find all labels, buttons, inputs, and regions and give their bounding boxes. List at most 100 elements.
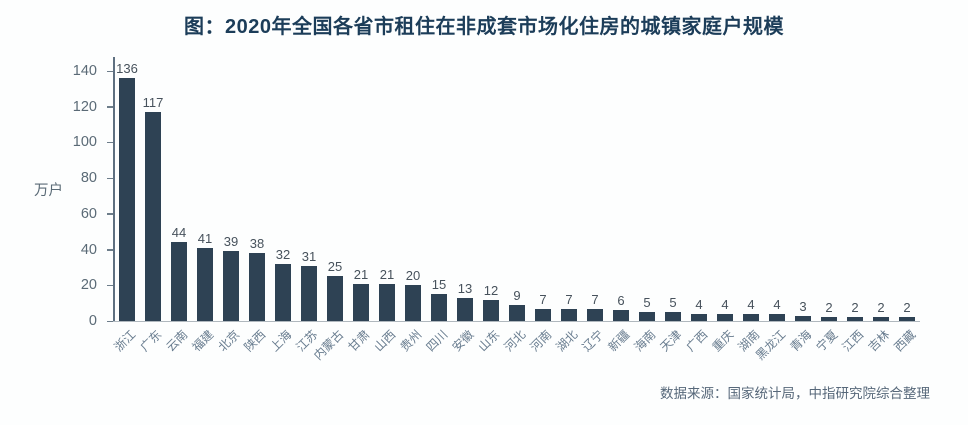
bar-value-label: 2 bbox=[825, 300, 833, 316]
y-tick-mark bbox=[107, 284, 113, 287]
bar-value-label: 5 bbox=[643, 295, 651, 311]
y-tick-label: 80 bbox=[80, 170, 97, 187]
bar bbox=[743, 313, 759, 321]
bar-group: 7 湖北 bbox=[553, 291, 582, 355]
bar bbox=[873, 317, 889, 321]
bar-value-label: 13 bbox=[457, 280, 473, 296]
bar-value-label: 32 bbox=[275, 246, 291, 262]
bar-group: 2 吉林 bbox=[865, 300, 894, 354]
y-tick-label: 20 bbox=[80, 277, 97, 294]
bar-value-label: 21 bbox=[379, 266, 395, 282]
bar bbox=[613, 310, 629, 321]
bar-group: 117 广东 bbox=[137, 95, 166, 354]
x-axis-label: 宁夏 bbox=[813, 327, 841, 355]
bar bbox=[587, 308, 603, 321]
bar-group: 12 山东 bbox=[475, 283, 504, 355]
bar-value-label: 4 bbox=[695, 296, 703, 312]
bar bbox=[223, 251, 239, 321]
y-axis-unit-label: 万户 bbox=[34, 183, 63, 199]
bar-group: 9 河北 bbox=[501, 287, 530, 354]
bar-value-label: 4 bbox=[747, 296, 755, 312]
x-axis-label: 山西 bbox=[371, 327, 399, 355]
y-tick-label: 100 bbox=[72, 134, 97, 151]
x-axis-label: 天津 bbox=[657, 327, 685, 355]
bar bbox=[327, 276, 343, 321]
bar-group: 5 天津 bbox=[657, 295, 686, 354]
bar-group: 6 新疆 bbox=[605, 293, 634, 354]
bar-value-label: 21 bbox=[353, 266, 369, 282]
bar-value-label: 3 bbox=[799, 298, 807, 314]
bar-value-label: 41 bbox=[197, 230, 213, 246]
y-tick-label: 40 bbox=[80, 241, 97, 258]
bar-value-label: 117 bbox=[142, 95, 164, 111]
bar-group: 4 黑龙江 bbox=[753, 296, 790, 363]
bar bbox=[405, 285, 421, 321]
x-axis-label: 贵州 bbox=[397, 327, 425, 355]
bar bbox=[665, 312, 681, 321]
bar-value-label: 136 bbox=[116, 61, 138, 77]
bar bbox=[639, 312, 655, 321]
x-axis-label: 上海 bbox=[267, 327, 295, 355]
bar-value-label: 7 bbox=[565, 291, 573, 307]
y-tick-mark bbox=[107, 320, 113, 322]
x-axis-label: 河北 bbox=[501, 327, 529, 355]
bar-group: 2 江西 bbox=[839, 300, 868, 354]
bar-value-label: 2 bbox=[903, 300, 911, 316]
bar bbox=[899, 317, 915, 321]
bar bbox=[119, 78, 135, 321]
y-tick-label: 60 bbox=[80, 205, 97, 222]
y-tick-mark bbox=[107, 249, 113, 251]
y-tick-label: 140 bbox=[72, 63, 97, 79]
x-axis-label: 广西 bbox=[683, 327, 711, 355]
bar-value-label: 25 bbox=[327, 259, 343, 275]
bar bbox=[171, 242, 187, 321]
x-axis-label: 北京 bbox=[215, 327, 243, 355]
bar-value-label: 7 bbox=[591, 291, 599, 307]
bar bbox=[145, 112, 161, 321]
bar-value-label: 4 bbox=[773, 296, 781, 312]
x-axis-label: 河南 bbox=[527, 327, 555, 355]
x-axis-label: 海南 bbox=[631, 327, 659, 355]
bar bbox=[795, 315, 811, 321]
bar-group: 7 辽宁 bbox=[579, 291, 608, 355]
y-tick-mark bbox=[107, 141, 113, 144]
bar-group: 38 陕西 bbox=[241, 236, 270, 354]
bar-group: 31 江苏 bbox=[293, 248, 322, 355]
bar-group: 5 海南 bbox=[631, 295, 660, 354]
plot-area: 136 浙江 117 广东 44 云南 41 福建 39 北京 38 陕西 32 上海 31 江苏 25 内蒙古 2… bbox=[111, 57, 920, 363]
bar bbox=[379, 283, 395, 321]
bar bbox=[509, 304, 525, 321]
bar-value-label: 20 bbox=[405, 268, 421, 284]
bar bbox=[717, 313, 733, 321]
bar-group: 15 四川 bbox=[423, 277, 452, 354]
bar-group: 20 贵州 bbox=[397, 268, 426, 354]
bar bbox=[197, 247, 213, 321]
y-tick-mark bbox=[107, 213, 113, 215]
x-axis-label: 青海 bbox=[787, 327, 815, 355]
bar-group: 136 浙江 bbox=[111, 61, 140, 354]
chart-title: 图：2020年全国各省市租住在非成套市场化住房的城镇家庭户规模 bbox=[184, 16, 784, 38]
bar bbox=[301, 265, 317, 321]
bar bbox=[483, 299, 499, 321]
bar-group: 4 湖南 bbox=[735, 296, 764, 354]
x-axis-label: 浙江 bbox=[111, 327, 139, 355]
bar-group: 2 西藏 bbox=[891, 300, 920, 354]
bar-group: 7 河南 bbox=[527, 292, 556, 355]
bar-value-label: 6 bbox=[617, 293, 625, 309]
bar bbox=[847, 317, 863, 321]
x-axis-label: 四川 bbox=[423, 327, 451, 355]
x-axis-label: 湖北 bbox=[553, 327, 581, 355]
x-axis-label: 广东 bbox=[137, 327, 165, 355]
x-axis-label: 安徽 bbox=[449, 327, 477, 355]
bar bbox=[457, 297, 473, 321]
bar-value-label: 15 bbox=[431, 277, 447, 293]
bar-group: 13 安徽 bbox=[449, 280, 478, 354]
bar-value-label: 31 bbox=[301, 248, 317, 264]
bar-value-label: 9 bbox=[513, 287, 521, 303]
bar bbox=[275, 263, 291, 321]
y-tick-label: 120 bbox=[72, 98, 97, 115]
x-axis-label: 甘肃 bbox=[345, 327, 373, 355]
bar bbox=[769, 313, 785, 321]
